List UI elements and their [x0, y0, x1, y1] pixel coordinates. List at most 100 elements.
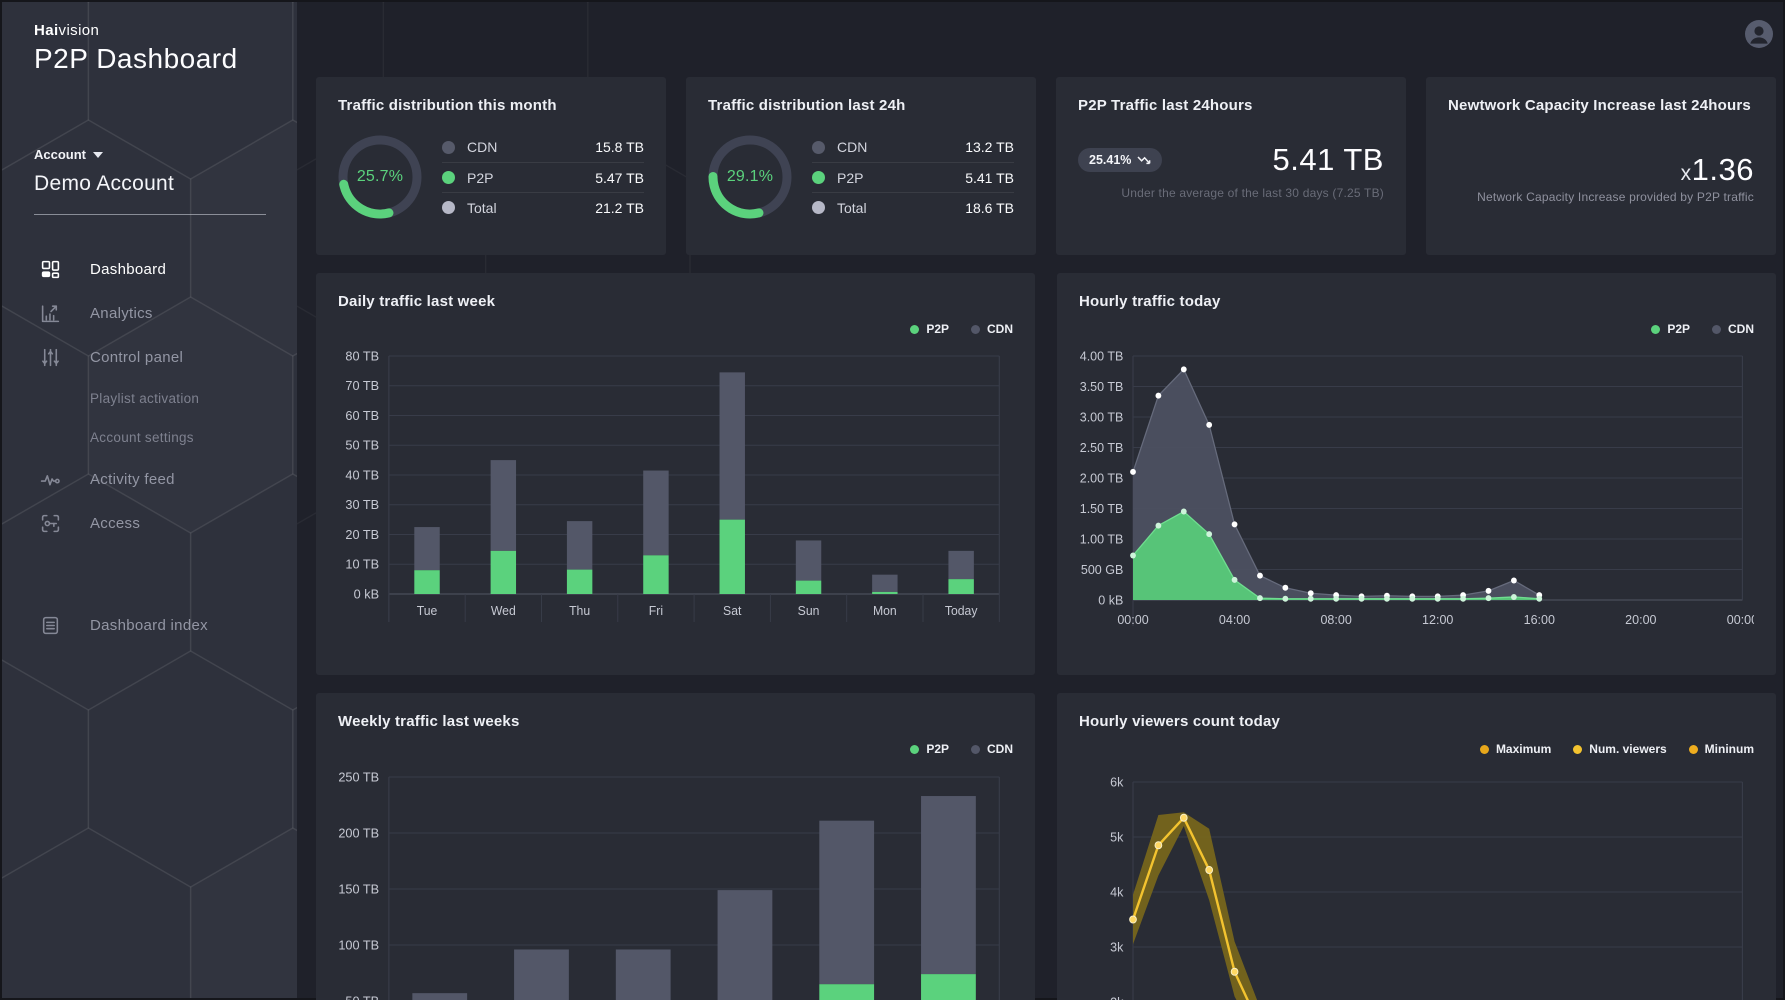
brand-logo: Haivision [2, 22, 297, 39]
chevron-down-icon [93, 151, 103, 158]
svg-text:3.00 TB: 3.00 TB [1080, 409, 1124, 424]
sidebar-item-account-settings[interactable]: Account settings [2, 418, 297, 457]
svg-text:3k: 3k [1110, 939, 1124, 954]
svg-text:3.50 TB: 3.50 TB [1080, 379, 1124, 394]
legend-label: CDN [1728, 322, 1754, 336]
svg-text:Wed: Wed [491, 604, 516, 618]
donut-chart-24h: 29.1% [708, 135, 792, 219]
donut-percent: 25.7% [356, 168, 404, 185]
legend-row-total: Total 21.2 TB [442, 192, 644, 222]
card-title: Traffic distribution last 24h [708, 97, 906, 114]
trend-badge: 25.41% [1078, 148, 1163, 172]
pulse-icon [40, 469, 62, 489]
account-selector[interactable]: Account [34, 147, 103, 162]
sidebar-item-control-panel[interactable]: Control panel [2, 335, 297, 379]
legend-item-p-p[interactable]: P2P [910, 320, 949, 338]
main-content: Traffic distribution this month 25.7% CD… [297, 2, 1785, 1000]
svg-text:16:00: 16:00 [1524, 612, 1555, 627]
legend-label: Mininum [1704, 742, 1754, 756]
legend-value: 13.2 TB [965, 139, 1014, 155]
sidebar: Haivision P2P Dashboard Account Demo Acc… [2, 2, 297, 998]
capacity-value: x1.36 [1448, 152, 1754, 188]
svg-text:Mon: Mon [873, 604, 897, 618]
legend-dot [971, 324, 980, 334]
sidebar-item-label: Playlist activation [90, 391, 200, 406]
svg-text:6k: 6k [1110, 774, 1124, 789]
sidebar-item-label: Analytics [90, 304, 153, 322]
legend-row-p2p: P2P 5.41 TB [812, 162, 1014, 192]
svg-text:Tue: Tue [417, 604, 438, 618]
sidebar-item-access[interactable]: Access [2, 501, 297, 545]
legend-item-cdn[interactable]: CDN [1712, 320, 1754, 338]
legend-item-cdn[interactable]: CDN [971, 320, 1013, 338]
legend-dot [1688, 744, 1698, 754]
legend-label: CDN [467, 139, 498, 155]
chart-legend: P2P CDN [338, 740, 1013, 758]
sliders-icon [40, 347, 62, 367]
legend-label: CDN [837, 139, 868, 155]
account-name: Demo Account [34, 172, 175, 195]
svg-text:0 kB: 0 kB [354, 586, 379, 601]
legend-row-cdn: CDN 13.2 TB [812, 132, 1014, 162]
hourly-traffic-card: Hourly traffic today P2P CDN 4.00 TB 3.50 … [1057, 273, 1776, 675]
legend-dot [812, 171, 825, 184]
brand-light: vision [58, 22, 100, 39]
chart-icon [40, 303, 62, 323]
legend-dot [910, 744, 920, 754]
trend-percent: 25.41% [1089, 153, 1132, 167]
topbar [316, 2, 1776, 77]
legend-dot [442, 140, 455, 154]
legend-label: CDN [987, 742, 1013, 756]
sidebar-item-analytics[interactable]: Analytics [2, 291, 297, 335]
legend-row-cdn: CDN 15.8 TB [442, 132, 644, 162]
legend-item-mininum[interactable]: Mininum [1688, 740, 1754, 758]
legend-label: Total [467, 199, 497, 216]
legend-dot [812, 140, 825, 154]
chart-legend: P2P CDN [338, 320, 1013, 338]
sidebar-item-playlist-activation[interactable]: Playlist activation [2, 379, 297, 418]
sidebar-item-label: Activity feed [90, 470, 175, 488]
p2p-traffic-24h-card: P2P Traffic last 24hours 25.41% 5.41 TB … [1056, 77, 1406, 255]
chart-title: Hourly viewers count today [1079, 713, 1281, 730]
legend-label: P2P [837, 169, 864, 186]
svg-text:40 TB: 40 TB [345, 467, 379, 482]
sidebar-item-dashboard-index[interactable]: Dashboard index [2, 603, 297, 647]
legend-value: 5.47 TB [595, 169, 644, 186]
donut-chart-month: 25.7% [338, 135, 422, 219]
legend-dot [971, 744, 980, 754]
sidebar-item-dashboard[interactable]: Dashboard [2, 247, 297, 291]
page-title: P2P Dashboard [34, 43, 238, 74]
sidebar-item-activity-feed[interactable]: Activity feed [2, 457, 297, 501]
user-avatar[interactable] [1744, 19, 1774, 49]
svg-text:0 kB: 0 kB [1098, 592, 1123, 607]
hourly-traffic-chart: 4.00 TB 3.50 TB 3.00 TB 2.50 TB 2.00 TB 1.50 … [1079, 342, 1754, 652]
legend-item-p-p[interactable]: P2P [1651, 320, 1690, 338]
svg-text:2.50 TB: 2.50 TB [1080, 440, 1124, 455]
svg-text:Today: Today [945, 604, 978, 618]
traffic-distribution-24h-card: Traffic distribution last 24h 29.1% CDN 1… [686, 77, 1036, 255]
distribution-legend: CDN 13.2 TB P2P 5.41 TB Total 18.6 TB [812, 132, 1014, 222]
legend-item-maximum[interactable]: Maximum [1479, 740, 1551, 758]
grid-icon [40, 259, 62, 279]
legend-row-total: Total 18.6 TB [812, 192, 1014, 222]
legend-item-cdn[interactable]: CDN [971, 740, 1013, 758]
sidebar-item-label: Access [90, 514, 141, 532]
legend-label: P2P [926, 322, 949, 336]
svg-text:250 TB: 250 TB [338, 769, 379, 784]
p2p-traffic-note: Under the average of the last 30 days (7… [1121, 186, 1384, 200]
svg-text:20:00: 20:00 [1625, 612, 1656, 627]
legend-item-p-p[interactable]: P2P [910, 740, 949, 758]
doc-icon [40, 615, 62, 635]
svg-text:1.50 TB: 1.50 TB [1080, 501, 1124, 516]
svg-text:08:00: 08:00 [1320, 612, 1351, 627]
svg-text:200 TB: 200 TB [338, 825, 379, 840]
legend-dot [1712, 324, 1721, 334]
weekly-traffic-card: Weekly traffic last weeks P2P CDN 250 TB 2… [316, 693, 1035, 1000]
account-selector-label: Account [34, 147, 86, 162]
sidebar-item-label: Control panel [90, 348, 184, 366]
svg-text:5k: 5k [1110, 829, 1124, 844]
svg-text:20 TB: 20 TB [345, 527, 379, 542]
svg-text:Sun: Sun [798, 604, 820, 618]
svg-text:500 GB: 500 GB [1081, 562, 1123, 577]
legend-item-num-viewers[interactable]: Num. viewers [1573, 740, 1667, 758]
